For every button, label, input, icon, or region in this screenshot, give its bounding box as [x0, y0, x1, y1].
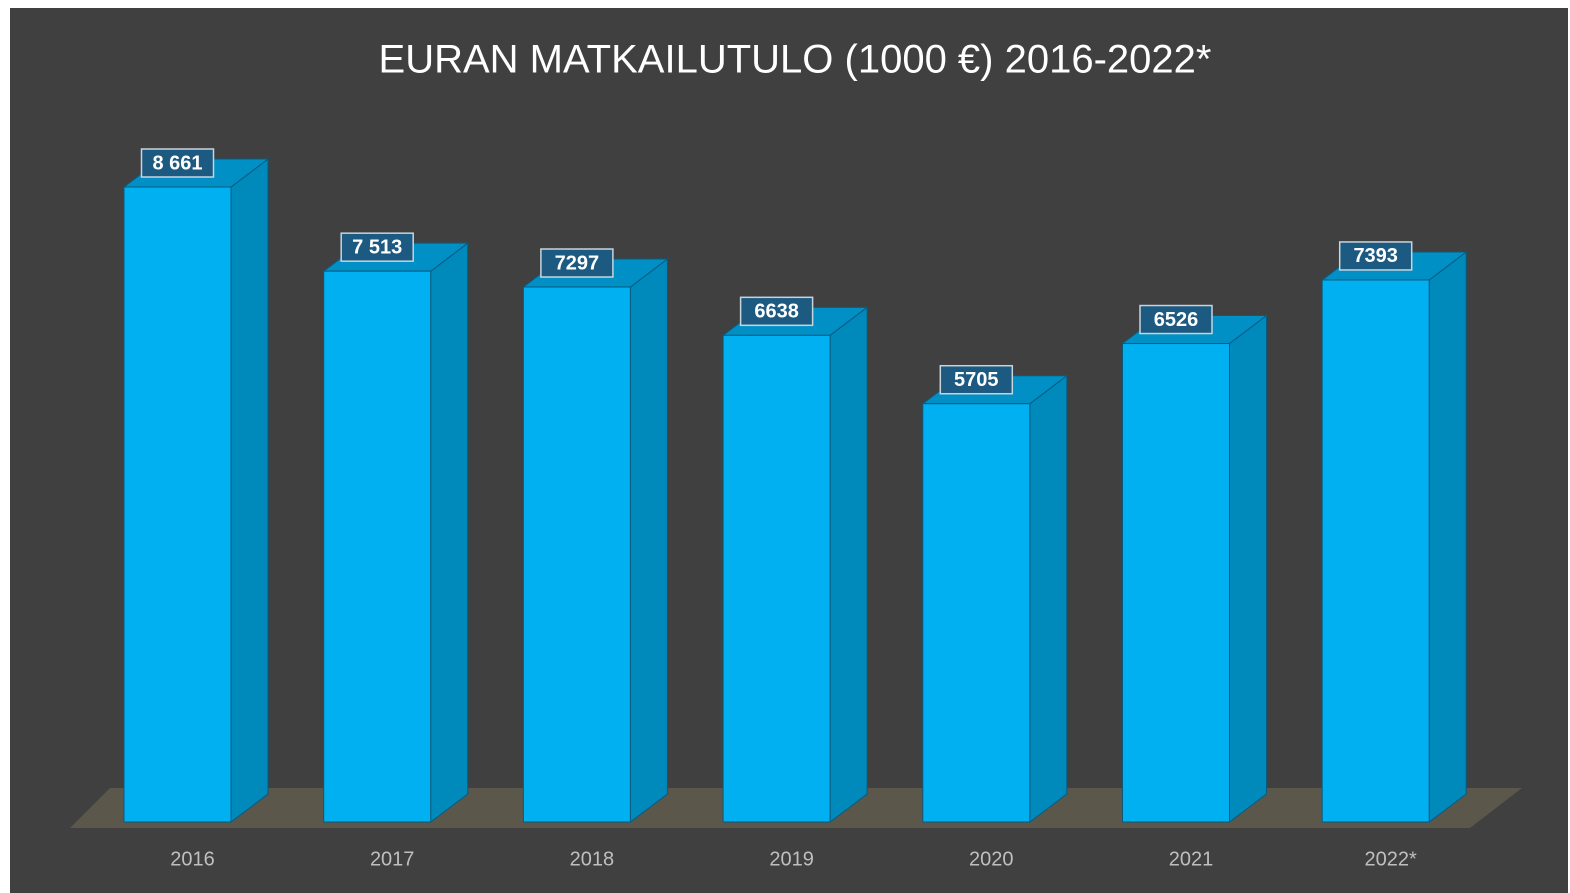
x-tick-label: 2018 [570, 848, 615, 870]
bar-side [829, 306, 868, 824]
bar [722, 334, 831, 823]
bar-side [230, 157, 269, 824]
value-label: 6638 [754, 301, 799, 323]
value-label-box [939, 364, 1014, 395]
x-tick-label: 2021 [1169, 848, 1214, 870]
chart-title: EURAN MATKAILUTULO (1000 €) 2016-2022* [379, 38, 1212, 82]
bar [922, 403, 1031, 823]
x-tick-label: 2017 [370, 848, 415, 870]
value-label-box [739, 296, 814, 327]
value-label-box [1338, 241, 1413, 271]
bar-side [430, 242, 469, 824]
value-label: 7297 [555, 252, 600, 274]
bar [522, 286, 631, 823]
value-label: 6526 [1154, 309, 1199, 331]
bar [1321, 279, 1430, 823]
value-label-box [340, 232, 414, 262]
bar [123, 186, 232, 823]
x-tick-label: 2020 [969, 848, 1014, 870]
value-label: 8 661 [152, 152, 202, 174]
bar [1122, 343, 1230, 823]
bar-side [629, 257, 668, 824]
value-label-box [140, 148, 215, 178]
bar-side [1029, 374, 1068, 824]
x-tick-label: 2022* [1365, 848, 1417, 870]
value-label: 7 513 [352, 236, 402, 258]
value-label-box [540, 248, 614, 278]
x-tick-label: 2019 [769, 848, 814, 870]
x-tick-label: 2016 [170, 848, 215, 870]
value-label-box [1139, 304, 1213, 335]
bar-side [1229, 314, 1267, 824]
bar-side [1428, 250, 1467, 824]
bar [323, 270, 432, 823]
value-label: 5705 [954, 369, 999, 391]
value-label: 7393 [1353, 245, 1398, 267]
